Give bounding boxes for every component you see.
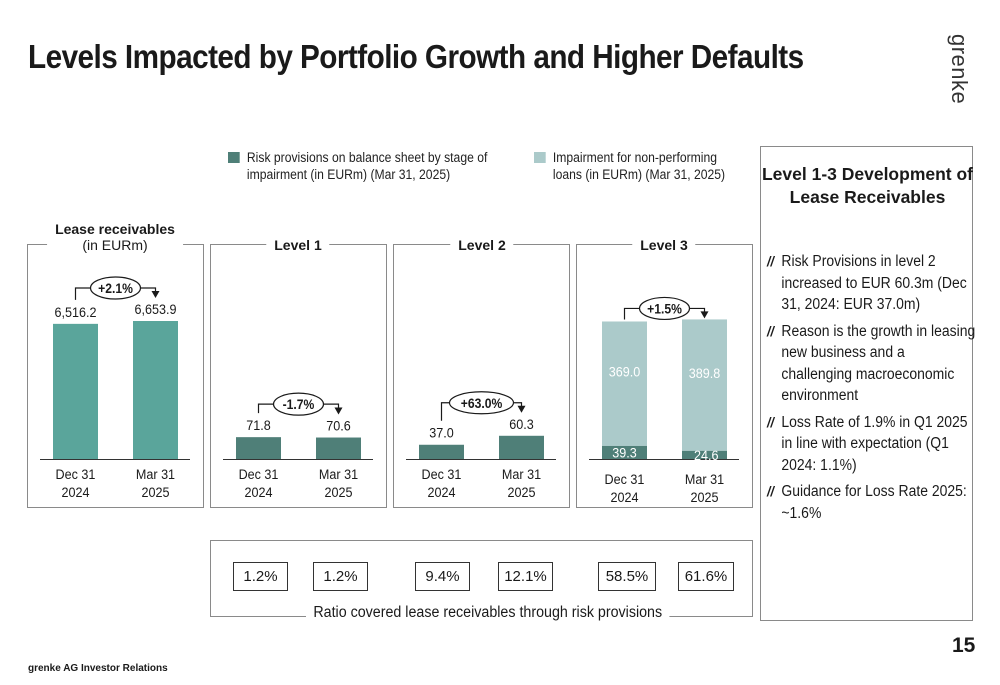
level2-panel xyxy=(393,244,570,508)
ratio-box-level3-mar: 61.6% xyxy=(678,562,734,591)
lease-receivables-panel xyxy=(27,244,204,508)
ratio-box-level3-dec: 58.5% xyxy=(598,562,656,591)
legend-swatch-dark xyxy=(228,152,240,163)
logo-text: grenke xyxy=(947,34,972,105)
level3-panel xyxy=(576,244,753,508)
side-title: Level 1-3 Development of Lease Receivabl… xyxy=(761,164,974,207)
page-number: 15 xyxy=(952,634,976,657)
legend-item-risk-provisions: Risk provisions on balance sheet by stag… xyxy=(228,149,490,183)
side-bullet: Risk Provisions in level 2 increased to … xyxy=(767,251,976,316)
side-bullet: Reason is the growth in leasing new busi… xyxy=(767,321,976,407)
side-bullet-list: Risk Provisions in level 2 increased to … xyxy=(767,251,975,529)
ratio-box-level2-mar: 12.1% xyxy=(498,562,553,591)
panel-subtitle: (in EURm) xyxy=(82,237,148,253)
lease-receivables-title: Lease receivables (in EURm) xyxy=(47,221,183,253)
side-bullet: Loss Rate of 1.9% in Q1 2025 in line wit… xyxy=(767,412,976,477)
legend-swatch-light xyxy=(534,152,546,163)
page-title: Levels Impacted by Portfolio Growth and … xyxy=(28,38,804,75)
ratio-box-level2-dec: 9.4% xyxy=(415,562,470,591)
ratio-caption: Ratio covered lease receivables through … xyxy=(306,604,670,622)
legend-label: Risk provisions on balance sheet by stag… xyxy=(246,150,488,182)
panel-title: Lease receivables xyxy=(55,221,175,237)
footer: grenke AG Investor Relations xyxy=(28,663,168,674)
legend-label: Impairment for non-performing loans (in … xyxy=(552,150,726,182)
level2-title: Level 2 xyxy=(450,237,514,253)
level1-panel xyxy=(210,244,387,508)
ratio-box-level1-mar: 1.2% xyxy=(313,562,368,591)
legend-item-impairment: Impairment for non-performing loans (in … xyxy=(534,149,746,183)
ratio-box-level1-dec: 1.2% xyxy=(233,562,288,591)
level3-title: Level 3 xyxy=(632,237,696,253)
level1-title: Level 1 xyxy=(266,237,330,253)
side-bullet: Guidance for Loss Rate 2025: ~1.6% xyxy=(767,481,976,524)
grenke-logo: grenke xyxy=(942,28,982,104)
level-development-box: Level 1-3 Development of Lease Receivabl… xyxy=(760,146,975,621)
